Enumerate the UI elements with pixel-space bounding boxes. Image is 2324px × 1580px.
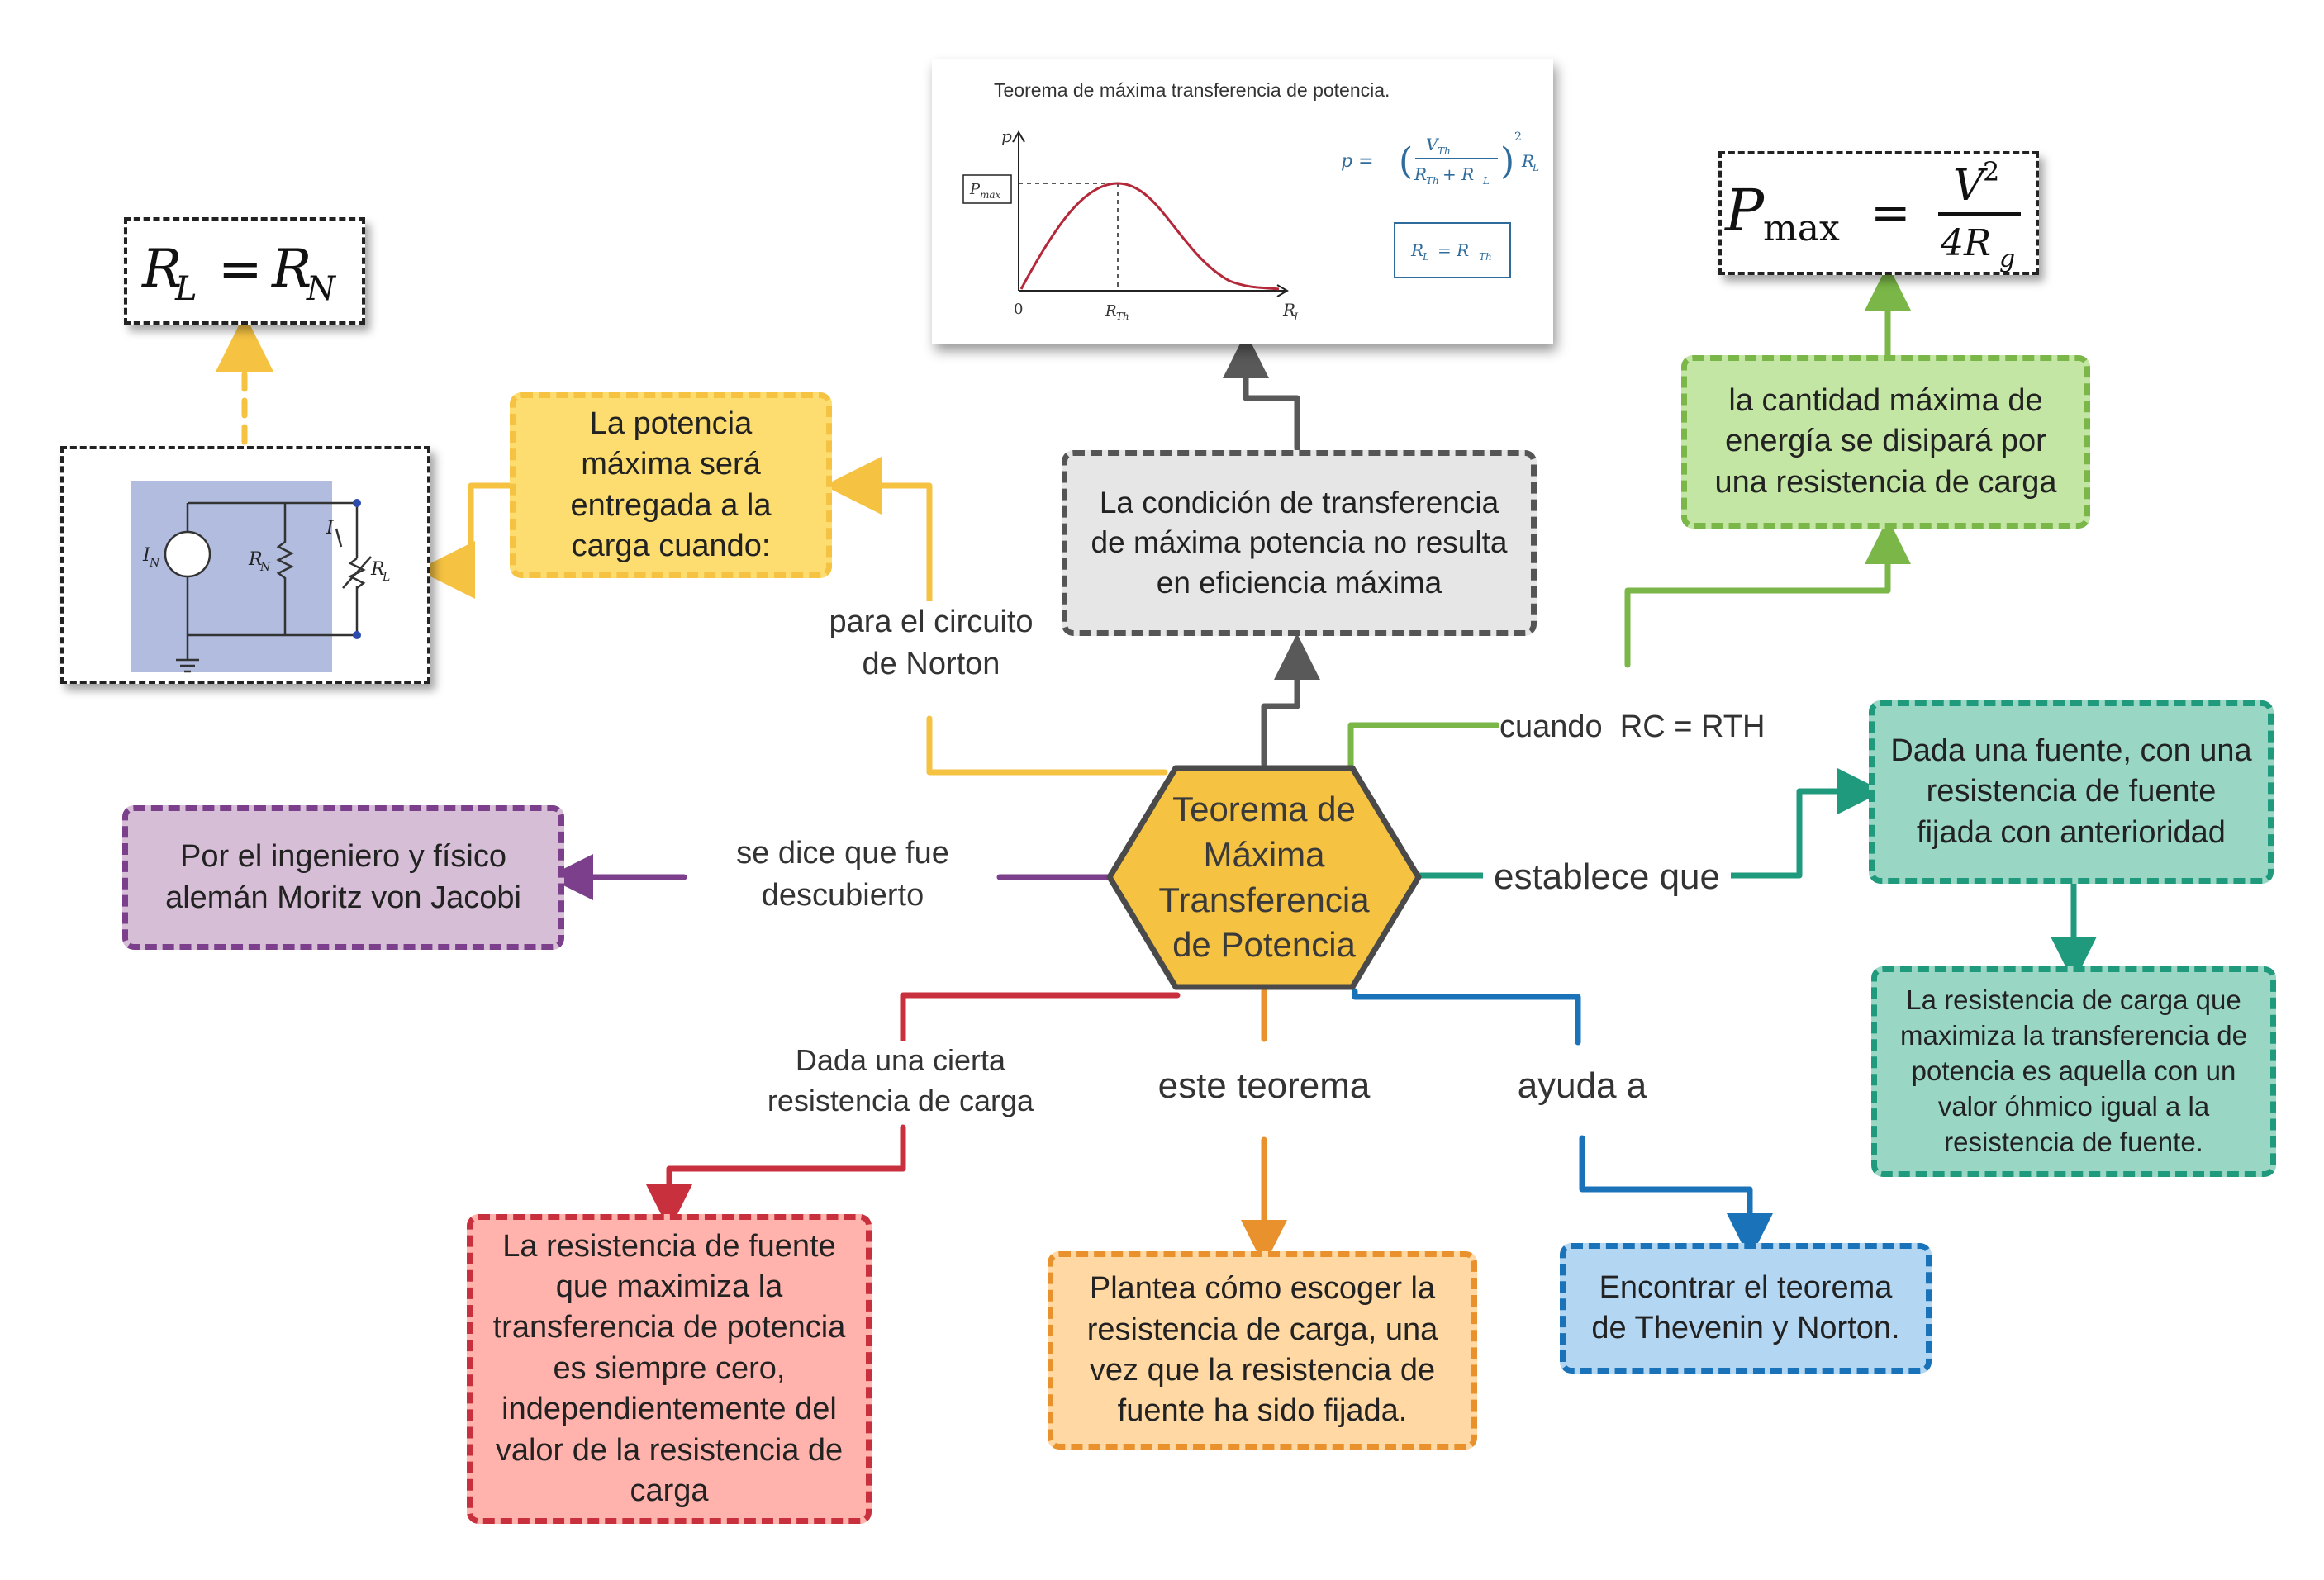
formula-pmax-num: V (1953, 161, 1988, 211)
circuit-current-label: I (326, 518, 335, 539)
graph-formula-den-sub: Th (1426, 175, 1439, 187)
graph-pmax-box (962, 174, 1012, 204)
box-jacobi-text: Por el ingeniero y físico alemán Moritz … (165, 839, 521, 915)
circuit-resistor-rn (276, 503, 294, 635)
central-topic: Teorema de Máxima Transferencia de Poten… (1144, 768, 1384, 987)
graph-formula-den-plus-sub: L (1482, 175, 1490, 187)
graph-condition-box (1394, 222, 1511, 278)
graph-formula-exp: 2 (1514, 130, 1522, 144)
graph-condition-lhs-sub: L (1422, 251, 1429, 263)
box-thevenin-text: Encontrar el teorema de Thevenin y Norto… (1591, 1269, 1900, 1345)
label-ayuda: ayuda a (1487, 1061, 1677, 1111)
circuit-rl-sub: L (382, 571, 390, 584)
graph-pmax-label: P (969, 181, 981, 198)
norton-circuit-svg: I N R N I R L (131, 481, 390, 673)
ground-icon (176, 635, 199, 673)
label-norton: para el circuito de Norton (811, 601, 1051, 686)
box-jacobi[interactable]: Por el ingeniero y físico alemán Moritz … (122, 805, 564, 950)
circuit-rl-label: R (370, 559, 385, 580)
central-topic-title: Teorema de Máxima Transferencia de Poten… (1158, 790, 1370, 965)
label-jacobi: se dice que fue descubierto (690, 833, 996, 918)
formula-rl-eq: = (218, 239, 263, 300)
formula-rl-rhs-sub: N (306, 270, 337, 308)
formula-pmax-svg: P max = V 2 4R g (1723, 156, 2021, 273)
box-potencia-maxima-text: La potencia máxima será entregada a la c… (570, 406, 772, 563)
box-fuente-cero[interactable]: La resistencia de fuente que maximiza la… (467, 1214, 872, 1524)
box-carga-maximiza-text: La resistencia de carga que maximiza la … (1899, 985, 2247, 1157)
graph-origin: 0 (1014, 301, 1023, 318)
formula-pmax-fraction-bar (1938, 212, 2021, 216)
formula-pmax-den: 4R (1940, 222, 1991, 264)
graph-pmax-sub: max (980, 189, 1001, 201)
box-potencia-maxima[interactable]: La potencia máxima será entregada a la c… (510, 392, 832, 578)
graph-formula-num-sub: Th (1438, 145, 1451, 157)
graph-y-label: p (1001, 126, 1012, 146)
graph-x-label: R (1282, 300, 1295, 320)
graph-formula-rl: R (1521, 151, 1534, 171)
graph-rth-label: R (1105, 302, 1117, 320)
graph-formula-den-plus: + R (1442, 164, 1474, 184)
box-fuente-text: Dada una fuente, con una resistencia de … (1890, 733, 2252, 850)
label-este-teorema: este teorema (1136, 1061, 1392, 1111)
terminal-bottom (353, 631, 361, 639)
graph-formula-rl-sub: L (1532, 162, 1539, 173)
graph-condition-eq: = R (1438, 240, 1469, 260)
graph-x-arrow (1276, 284, 1289, 297)
power-transfer-graph-svg: Teorema de máxima transferencia de poten… (962, 79, 1539, 324)
graph-rth-sub: Th (1116, 311, 1129, 322)
circuit-source-label: I (142, 545, 151, 566)
graph-formula-paren-right: ) (1500, 140, 1514, 183)
circuit-rn-label: R (248, 549, 263, 570)
central-topic-hexagon[interactable] (1103, 764, 1425, 991)
graph-formula-p: p = (1341, 151, 1374, 172)
current-source-icon (164, 530, 211, 578)
graph-power-curve (1019, 182, 1280, 291)
formula-rl-lhs: R (141, 239, 182, 300)
graph-condition-rhs-sub: Th (1479, 251, 1492, 263)
circuit-source-sub: N (149, 557, 160, 570)
circuit-load-variable-arrow (342, 556, 372, 589)
circuit-rn-sub: N (259, 561, 271, 574)
box-fuente[interactable]: Dada una fuente, con una resistencia de … (1869, 700, 2274, 884)
graph-title: Teorema de máxima transferencia de poten… (994, 79, 1390, 101)
box-carga-maximiza[interactable]: La resistencia de carga que maximiza la … (1871, 966, 2276, 1177)
box-plantea[interactable]: Plantea cómo escoger la resistencia de c… (1048, 1251, 1477, 1450)
box-fuente-cero-text: La resistencia de fuente que maximiza la… (492, 1228, 846, 1508)
circuit-current-arrow (335, 528, 343, 548)
graph-formula-den: R (1414, 164, 1427, 184)
graph-y-arrow (1012, 130, 1025, 143)
formula-rl-rn-svg: R L = R N (141, 239, 337, 308)
formula-pmax-eq: = (1870, 184, 1911, 240)
box-thevenin[interactable]: Encontrar el teorema de Thevenin y Norto… (1560, 1243, 1932, 1374)
formula-pmax-num-sup: 2 (1983, 156, 1999, 187)
graph-formula-num: V (1426, 135, 1440, 154)
graph-formula-paren-left: ( (1399, 140, 1413, 183)
graph-condition-lhs: R (1410, 240, 1423, 260)
formula-pmax-den-sub: g (1999, 244, 2015, 272)
norton-circuit-image: I N R N I R L (60, 446, 430, 684)
box-plantea-text: Plantea cómo escoger la resistencia de c… (1086, 1271, 1438, 1429)
box-condicion-text: La condición de transferencia de máxima … (1091, 486, 1508, 600)
label-establece: establece que (1483, 852, 1731, 902)
formula-rl-rn: R L = R N (124, 217, 365, 325)
box-cantidad-maxima[interactable]: la cantidad máxima de energía se disipar… (1681, 355, 2090, 529)
formula-pmax-sub: max (1763, 207, 1840, 249)
label-dada-carga: Dada una cierta resistencia de carga (735, 1041, 1066, 1122)
formula-pmax-p: P (1723, 177, 1766, 244)
label-cuando: cuando RC = RTH (1499, 706, 1780, 749)
circuit-background (131, 481, 332, 672)
power-transfer-graph-image: Teorema de máxima transferencia de poten… (932, 59, 1553, 344)
graph-formula-bar (1415, 158, 1498, 159)
terminal-top (353, 499, 361, 507)
box-condicion[interactable]: La condición de transferencia de máxima … (1062, 450, 1537, 636)
box-cantidad-maxima-text: la cantidad máxima de energía se disipar… (1714, 382, 2057, 500)
graph-x-label-sub: L (1293, 311, 1301, 324)
formula-rl-rhs: R (271, 239, 311, 300)
formula-pmax: P max = V 2 4R g (1718, 151, 2039, 275)
formula-rl-lhs-sub: L (174, 270, 197, 308)
